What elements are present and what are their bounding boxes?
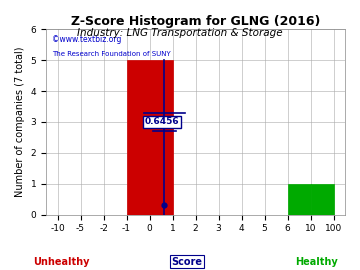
Text: Healthy: Healthy (296, 256, 338, 266)
Bar (288, 184, 311, 215)
Text: Industry: LNG Transportation & Storage: Industry: LNG Transportation & Storage (77, 28, 283, 38)
Text: Score: Score (172, 256, 203, 266)
Bar (126, 60, 172, 215)
Text: ©www.textbiz.org: ©www.textbiz.org (52, 35, 121, 44)
Text: Unhealthy: Unhealthy (33, 256, 89, 266)
Text: 0.6456: 0.6456 (145, 117, 179, 126)
Title: Z-Score Histogram for GLNG (2016): Z-Score Histogram for GLNG (2016) (71, 15, 320, 28)
Text: The Research Foundation of SUNY: The Research Foundation of SUNY (52, 51, 171, 58)
Bar (311, 184, 333, 215)
Y-axis label: Number of companies (7 total): Number of companies (7 total) (15, 47, 25, 197)
